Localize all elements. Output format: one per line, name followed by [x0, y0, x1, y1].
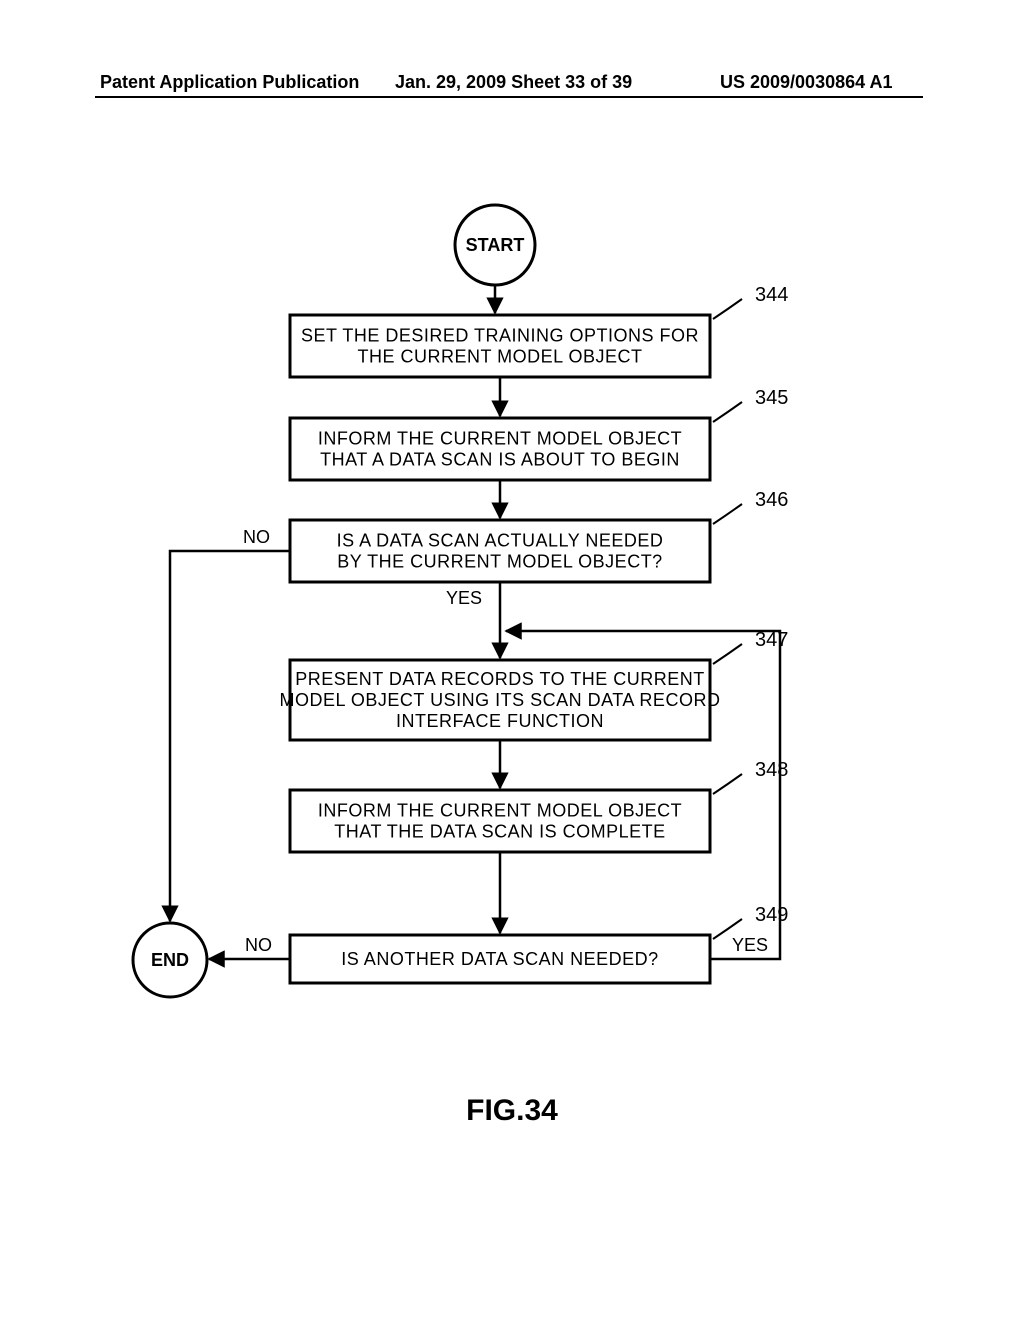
page: Patent Application Publication Jan. 29, … [0, 0, 1024, 1320]
label-yes-346: YES [446, 588, 482, 608]
box-text: MODEL OBJECT USING ITS SCAN DATA RECORD [280, 690, 721, 710]
box-text: INTERFACE FUNCTION [396, 711, 604, 731]
box-text: THAT A DATA SCAN IS ABOUT TO BEGIN [320, 450, 680, 470]
svg-text:END: END [151, 950, 189, 970]
flowchart-svg: START END SET THE DESIRED TRAINING OPTIO… [0, 0, 1024, 1320]
box-text: PRESENT DATA RECORDS TO THE CURRENT [295, 669, 705, 689]
ref-344: 344 [755, 284, 788, 306]
box-text: THAT THE DATA SCAN IS COMPLETE [334, 822, 665, 842]
label-yes-349: YES [732, 935, 768, 955]
box-text: BY THE CURRENT MODEL OBJECT? [337, 552, 662, 572]
box-text: SET THE DESIRED TRAINING OPTIONS FOR [301, 326, 699, 346]
box-text: INFORM THE CURRENT MODEL OBJECT [318, 801, 682, 821]
ref-346: 346 [755, 489, 788, 511]
box-text: THE CURRENT MODEL OBJECT [357, 347, 642, 367]
ref-345: 345 [755, 387, 788, 409]
box-text: IS A DATA SCAN ACTUALLY NEEDED [337, 531, 664, 551]
ref-348: 348 [755, 759, 788, 781]
end-node: END [133, 923, 207, 997]
box-text: IS ANOTHER DATA SCAN NEEDED? [341, 949, 658, 969]
figure-label: FIG.34 [466, 1094, 558, 1127]
label-no-349: NO [245, 935, 272, 955]
ref-349: 349 [755, 904, 788, 926]
start-node: START [455, 205, 535, 285]
ref-347: 347 [755, 629, 788, 651]
box-text: INFORM THE CURRENT MODEL OBJECT [318, 429, 682, 449]
svg-text:START: START [466, 235, 525, 255]
label-no-346: NO [243, 527, 270, 547]
